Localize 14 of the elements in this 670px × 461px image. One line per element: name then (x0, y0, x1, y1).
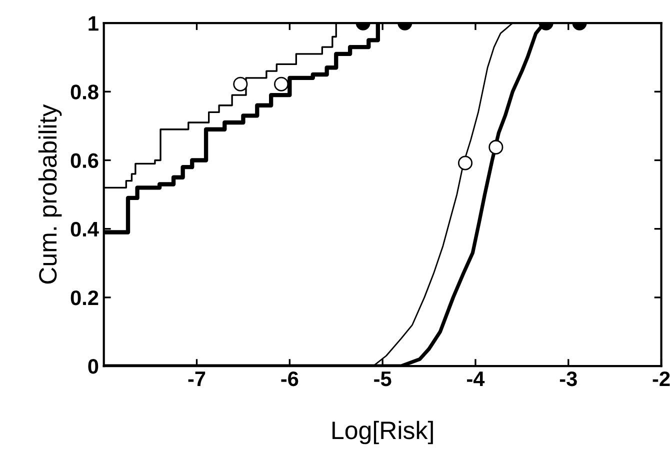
y-tick-label: 0.2 (70, 290, 98, 306)
y-tick-label: 0.8 (70, 84, 98, 100)
y-axis-title: Cum. probability (38, 104, 62, 284)
x-tick-label: -4 (467, 372, 485, 386)
x-tick-label: -5 (374, 372, 392, 386)
x-tick-label: -7 (188, 372, 206, 386)
x-axis-title: Log[Risk] (332, 420, 433, 444)
y-tick-label: 0.6 (70, 153, 98, 168)
y-tick-label: 0.4 (70, 222, 99, 237)
x-tick-label: -2 (652, 371, 670, 386)
x-tick-label: -6 (281, 371, 298, 386)
y-tick-label: 1 (88, 16, 98, 31)
x-tick-label: -3 (560, 371, 577, 386)
y-tick-label: 0 (88, 359, 98, 374)
